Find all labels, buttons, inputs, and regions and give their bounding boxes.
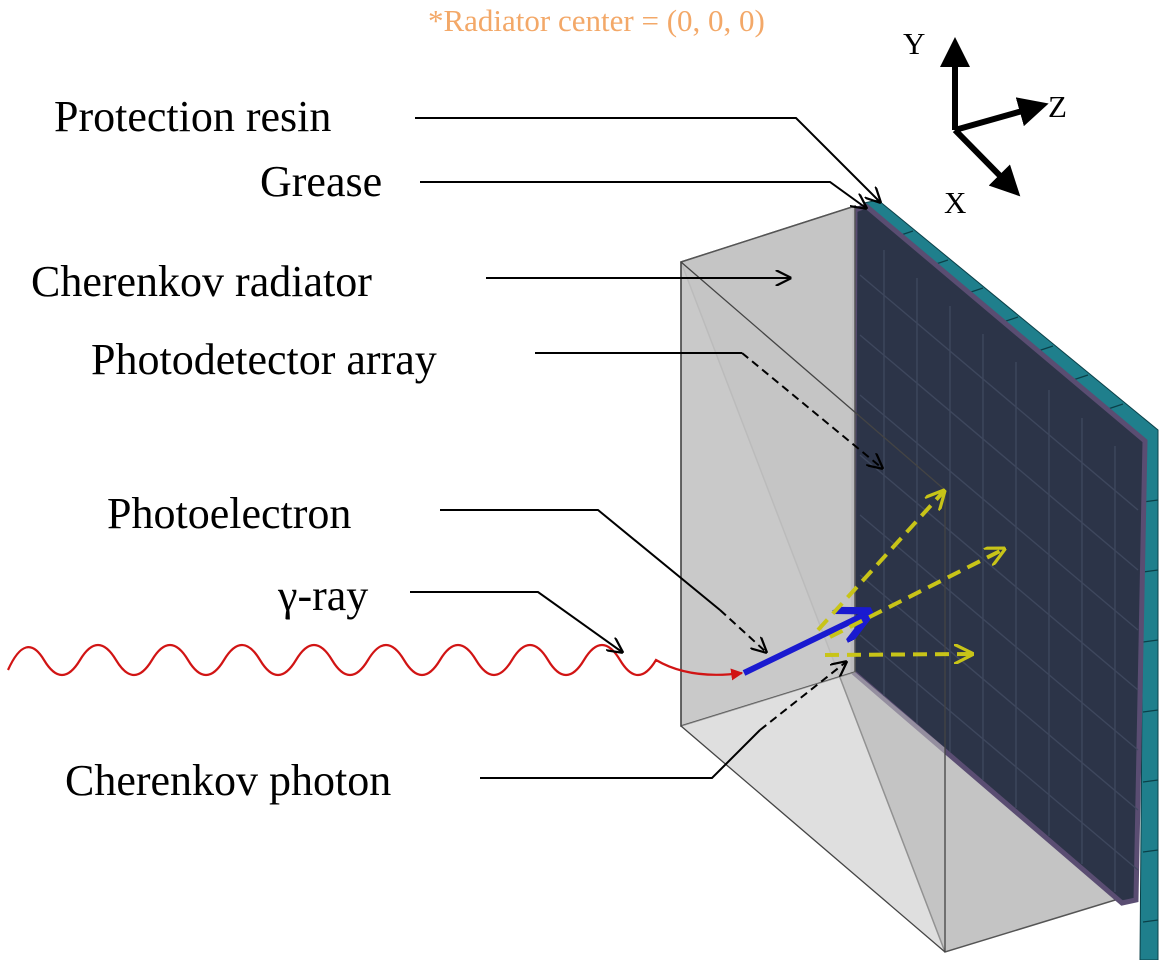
label-cherenkov-radiator: Cherenkov radiator [31,257,372,306]
gamma-ray-wave [6,643,744,681]
label-photodetector-array: Photodetector array [91,335,437,384]
photoelectron-track [742,614,866,676]
z-axis-arrow [954,97,1049,133]
z-axis-label: Z [1048,89,1067,124]
photodetector-grid [859,250,1139,892]
x-axis-arrow [952,127,1021,197]
leader-cherenkov-photon-dash [759,662,846,731]
coordinate-axes: Y Z X [903,26,1067,220]
leader-lines [410,117,882,779]
leader-photoelectron-dash [719,609,766,652]
leader-protection-resin [415,117,880,202]
label-cherenkov-photon: Cherenkov photon [65,756,391,805]
y-axis-label: Y [903,26,925,61]
label-gamma-ray: γ-ray [277,571,368,620]
leader-photoelectron [440,509,721,611]
cherenkov-photon-3 [824,654,972,655]
radiator-center-note: *Radiator center = (0, 0, 0) [428,3,765,38]
leader-grease [420,181,866,208]
leader-gamma-ray [410,591,622,652]
cherenkov-photons [816,491,1004,655]
leader-photodetector-array-dash [741,352,882,468]
label-grease: Grease [260,157,382,206]
radiator-edges [680,261,946,953]
leader-cherenkov-photon [480,729,761,779]
x-axis-label: X [944,185,966,220]
cherenkov-photon-2 [829,549,1004,639]
cherenkov-photon-1 [816,491,944,632]
label-protection-resin: Protection resin [54,92,331,141]
label-photoelectron: Photoelectron [107,489,351,538]
